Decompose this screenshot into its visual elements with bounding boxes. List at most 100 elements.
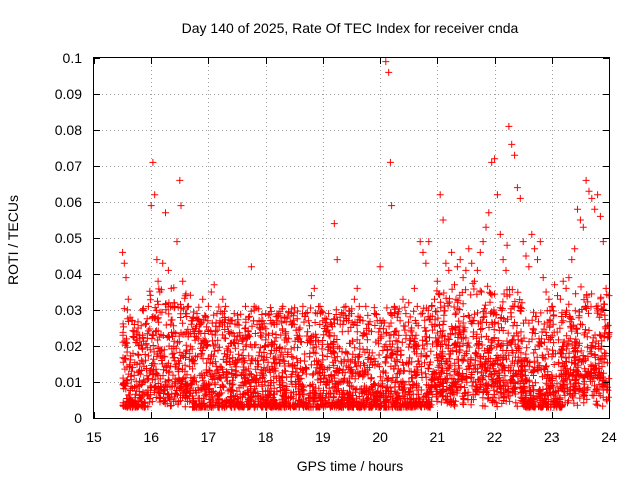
data-point bbox=[227, 317, 235, 325]
y-tick-label: 0.07 bbox=[55, 158, 82, 174]
data-point bbox=[493, 191, 501, 199]
data-point bbox=[204, 302, 212, 310]
data-point bbox=[296, 324, 304, 332]
dense-point-cloud bbox=[119, 279, 613, 411]
x-axis-label: GPS time / hours bbox=[297, 458, 404, 474]
data-point bbox=[136, 335, 144, 343]
data-point bbox=[551, 281, 559, 289]
data-point bbox=[302, 310, 310, 318]
y-tick-label: 0.02 bbox=[55, 338, 82, 354]
data-point bbox=[419, 248, 427, 256]
data-point bbox=[382, 58, 390, 66]
data-point bbox=[376, 263, 384, 271]
data-point bbox=[362, 302, 370, 310]
data-point bbox=[265, 331, 272, 339]
data-point bbox=[505, 122, 513, 130]
data-point bbox=[149, 158, 157, 166]
data-point bbox=[167, 284, 175, 292]
data-point bbox=[368, 328, 375, 336]
data-point bbox=[310, 284, 318, 292]
data-point bbox=[393, 313, 401, 321]
data-point bbox=[525, 263, 533, 271]
data-point bbox=[599, 238, 607, 246]
data-point bbox=[436, 191, 444, 199]
data-point bbox=[230, 310, 238, 318]
data-point bbox=[285, 335, 293, 343]
data-point bbox=[210, 281, 218, 289]
data-point bbox=[339, 320, 347, 328]
data-point bbox=[554, 292, 561, 300]
data-point bbox=[596, 212, 604, 220]
y-tick-label: 0.09 bbox=[55, 86, 82, 102]
x-tick-label: 21 bbox=[430, 429, 446, 445]
data-point bbox=[213, 310, 221, 318]
data-point bbox=[182, 310, 190, 318]
data-point bbox=[128, 317, 136, 325]
data-point bbox=[184, 302, 192, 310]
data-point bbox=[442, 259, 450, 267]
y-tick-label: 0.1 bbox=[63, 50, 83, 66]
data-point bbox=[433, 277, 441, 285]
data-point bbox=[488, 158, 496, 166]
data-point bbox=[242, 324, 250, 332]
data-point bbox=[539, 274, 547, 282]
data-point bbox=[431, 295, 438, 303]
data-point bbox=[576, 216, 584, 224]
x-tick-label: 23 bbox=[544, 429, 560, 445]
data-point bbox=[176, 176, 184, 184]
data-point bbox=[126, 313, 134, 321]
data-point bbox=[153, 256, 161, 264]
data-point bbox=[267, 338, 275, 346]
data-point bbox=[388, 202, 396, 210]
data-point bbox=[119, 248, 127, 256]
data-point bbox=[396, 317, 404, 325]
data-point bbox=[428, 302, 436, 310]
data-point bbox=[190, 328, 198, 336]
data-point bbox=[451, 281, 458, 289]
data-point bbox=[245, 313, 252, 321]
data-point bbox=[122, 274, 130, 282]
data-point bbox=[574, 205, 581, 213]
data-point bbox=[582, 176, 590, 184]
data-point bbox=[482, 223, 490, 231]
data-point bbox=[416, 238, 424, 246]
data-point bbox=[591, 205, 599, 213]
data-point bbox=[390, 302, 398, 310]
data-point bbox=[273, 317, 281, 325]
data-point bbox=[187, 317, 195, 325]
data-point bbox=[233, 320, 241, 328]
data-point bbox=[225, 328, 232, 336]
data-point bbox=[154, 277, 162, 285]
data-point bbox=[307, 292, 315, 300]
data-point bbox=[602, 284, 610, 292]
data-point bbox=[199, 295, 207, 303]
data-point bbox=[536, 238, 544, 246]
data-point bbox=[453, 263, 461, 271]
data-point bbox=[502, 266, 510, 274]
data-point bbox=[173, 238, 181, 246]
x-tick-label: 15 bbox=[86, 429, 102, 445]
data-point bbox=[348, 310, 355, 318]
data-point bbox=[253, 320, 261, 328]
data-point bbox=[142, 320, 149, 328]
data-point bbox=[276, 310, 284, 318]
data-point bbox=[571, 245, 579, 253]
data-point bbox=[151, 191, 159, 199]
y-tick-label: 0 bbox=[74, 410, 82, 426]
data-point bbox=[356, 313, 364, 321]
data-point bbox=[379, 317, 387, 325]
data-point bbox=[336, 313, 344, 321]
data-point bbox=[282, 328, 290, 336]
data-point bbox=[405, 299, 413, 307]
data-point bbox=[134, 324, 142, 332]
y-axis-label: ROTI / TECUs bbox=[5, 195, 21, 285]
data-point bbox=[476, 248, 484, 256]
data-point bbox=[325, 310, 333, 318]
y-tick-label: 0.08 bbox=[55, 122, 82, 138]
data-point bbox=[531, 245, 539, 253]
data-point bbox=[585, 187, 593, 195]
data-point bbox=[147, 202, 155, 210]
data-point bbox=[479, 238, 487, 246]
data-point bbox=[159, 259, 167, 267]
data-point bbox=[359, 317, 367, 325]
